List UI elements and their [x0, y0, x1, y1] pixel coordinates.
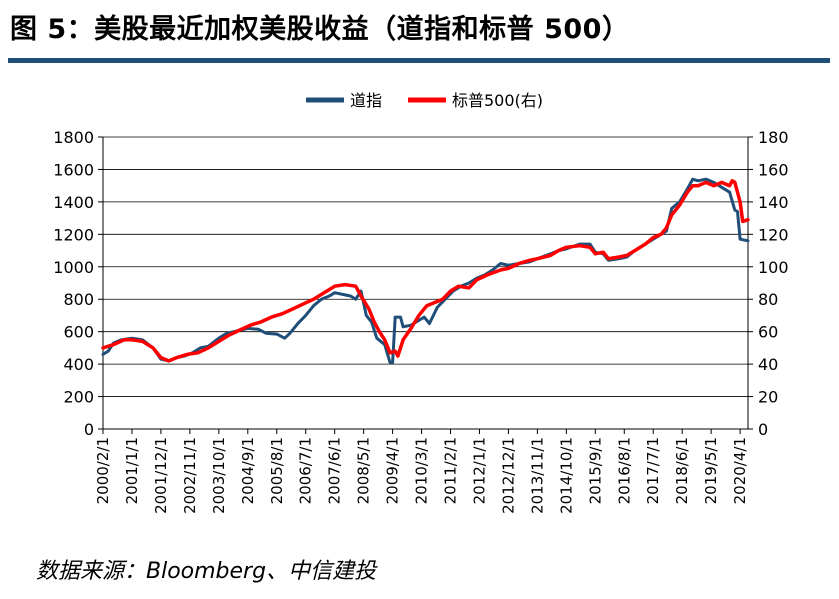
y-right-tick-label: 100 — [758, 258, 789, 277]
y-left-tick-label: 1400 — [53, 193, 94, 212]
y-left-tick-label: 600 — [63, 323, 94, 342]
y-right-tick-label: 120 — [758, 225, 789, 244]
x-tick-label: 2019/5/1 — [702, 437, 720, 504]
y-right-tick-label: 160 — [758, 160, 789, 179]
x-tick-label: 2008/5/1 — [355, 437, 373, 504]
gridlines — [103, 136, 748, 397]
y-left-tick-label: 800 — [63, 290, 94, 309]
title-rule — [8, 58, 830, 63]
x-tick-label: 2001/12/1 — [152, 437, 170, 514]
legend-label-sp500: 标普500(右) — [452, 91, 543, 110]
x-tick-label: 2003/10/1 — [210, 437, 228, 514]
y-left-tick-label: 200 — [63, 388, 94, 407]
x-tick-label: 2011/2/1 — [442, 437, 460, 504]
x-tick-label: 2013/11/1 — [528, 437, 546, 514]
x-tick-label: 2010/3/1 — [413, 437, 431, 504]
y-left-tick-label: 1200 — [53, 225, 94, 244]
x-tick-label: 2012/1/1 — [471, 437, 489, 504]
series-lines — [101, 177, 750, 364]
y-right-tick-label: 80 — [758, 290, 778, 309]
x-tick-label: 2012/12/1 — [499, 437, 517, 514]
x-tick-label: 2015/9/1 — [586, 437, 604, 504]
y-left-tick-label: 1600 — [53, 160, 94, 179]
x-tick-label: 2016/8/1 — [615, 437, 633, 504]
x-tick-label: 2017/7/1 — [644, 437, 662, 504]
x-tick-label: 2000/2/1 — [94, 437, 112, 504]
legend-label-dow: 道指 — [350, 91, 382, 110]
x-tick-label: 2005/8/1 — [268, 437, 286, 504]
y-left-tick-label: 1000 — [53, 258, 94, 277]
y-axis-right: 0 20 40 60 80 100 120 140 160 180 — [748, 128, 789, 439]
x-tick-label: 2002/11/1 — [181, 437, 199, 514]
y-left-tick-label: 1800 — [53, 128, 94, 147]
figure-title: 图 5：美股最近加权美股收益（道指和标普 500） — [10, 14, 630, 45]
series-line-sp500 — [101, 179, 750, 363]
x-axis: 2000/2/1 2001/1/1 2001/12/1 2002/11/1 2003/1… — [94, 429, 749, 514]
x-tick-label: 2014/10/1 — [557, 437, 575, 514]
y-right-tick-label: 60 — [758, 323, 778, 342]
y-axis-left: 0 200 400 600 800 1000 1200 1400 1600 1800 — [53, 128, 103, 439]
y-left-tick-label: 0 — [84, 420, 94, 439]
series-line-dow — [101, 177, 750, 364]
legend: 道指 标普500(右) — [306, 91, 543, 110]
x-tick-label: 2018/6/1 — [673, 437, 691, 504]
y-right-tick-label: 40 — [758, 355, 778, 374]
y-left-tick-label: 400 — [63, 355, 94, 374]
x-tick-label: 2009/4/1 — [384, 437, 402, 504]
y-right-tick-label: 20 — [758, 388, 778, 407]
y-right-tick-label: 180 — [758, 128, 789, 147]
y-right-tick-label: 0 — [758, 420, 768, 439]
x-tick-label: 2004/9/1 — [239, 437, 257, 504]
x-tick-label: 2001/1/1 — [123, 437, 141, 504]
y-right-tick-label: 140 — [758, 193, 789, 212]
x-tick-label: 2020/4/1 — [731, 437, 749, 504]
plot-frame — [102, 137, 749, 430]
source-note: 数据来源：Bloomberg、中信建投 — [36, 559, 377, 584]
x-tick-label: 2007/6/1 — [326, 437, 344, 504]
x-tick-label: 2006/7/1 — [297, 437, 315, 504]
